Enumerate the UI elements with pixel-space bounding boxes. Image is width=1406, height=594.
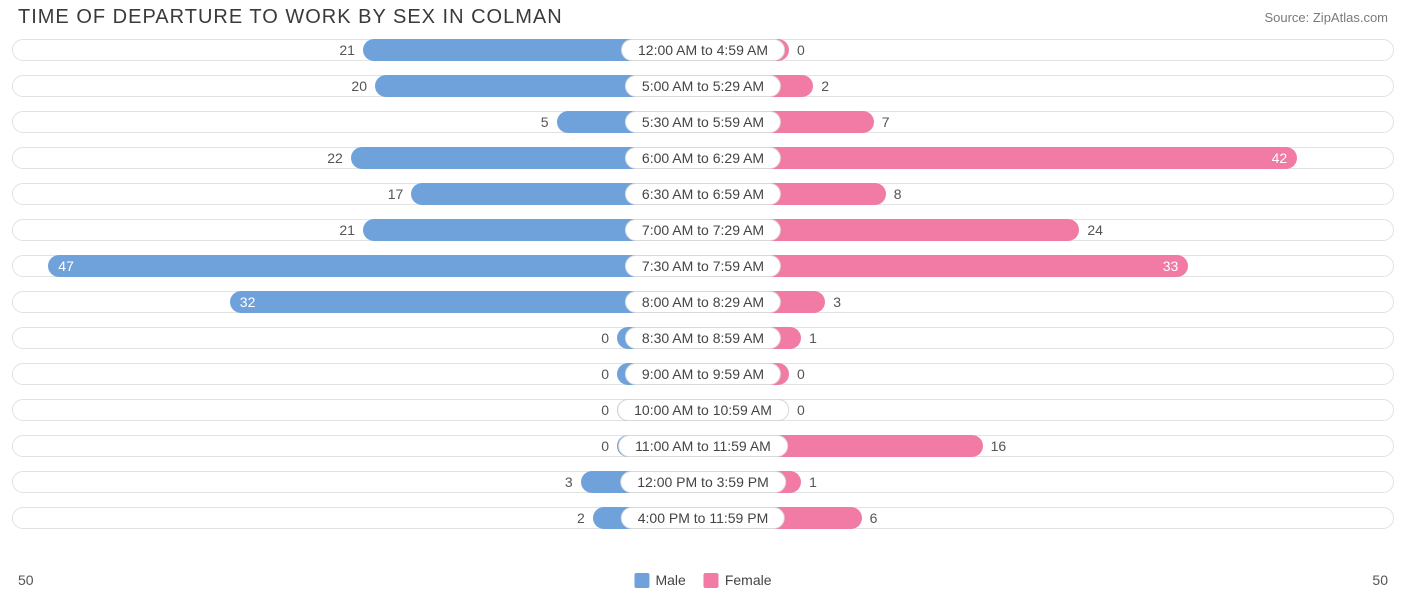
chart-row: 5:00 AM to 5:29 AM 20 2 [12, 69, 1394, 103]
chart-row: 8:00 AM to 8:29 AM 32 3 [12, 285, 1394, 319]
legend-swatch [704, 573, 719, 588]
male-value: 2 [577, 507, 585, 529]
male-bar [48, 255, 703, 277]
row-category-label: 9:00 AM to 9:59 AM [625, 363, 781, 385]
male-value: 0 [601, 327, 609, 349]
legend-swatch [634, 573, 649, 588]
chart-row: 8:30 AM to 8:59 AM 0 1 [12, 321, 1394, 355]
chart-row: 10:00 AM to 10:59 AM 0 0 [12, 393, 1394, 427]
row-category-label: 7:30 AM to 7:59 AM [625, 255, 781, 277]
chart-row: 12:00 AM to 4:59 AM 21 0 [12, 33, 1394, 67]
row-category-label: 8:00 AM to 8:29 AM [625, 291, 781, 313]
chart-row: 7:00 AM to 7:29 AM 21 24 [12, 213, 1394, 247]
row-category-label: 6:30 AM to 6:59 AM [625, 183, 781, 205]
row-category-label: 8:30 AM to 8:59 AM [625, 327, 781, 349]
chart-row: 12:00 PM to 3:59 PM 3 1 [12, 465, 1394, 499]
female-value: 1 [809, 327, 817, 349]
row-category-label: 11:00 AM to 11:59 AM [618, 435, 788, 457]
legend-item: Female [704, 572, 772, 588]
male-value: 3 [565, 471, 573, 493]
axis-left-max: 50 [18, 572, 34, 588]
female-bar [703, 147, 1297, 169]
female-value: 6 [870, 507, 878, 529]
row-category-label: 5:00 AM to 5:29 AM [625, 75, 781, 97]
chart-header: TIME OF DEPARTURE TO WORK BY SEX IN COLM… [0, 0, 1406, 31]
male-value: 17 [388, 183, 404, 205]
legend-item: Male [634, 572, 685, 588]
chart-row: 7:30 AM to 7:59 AM 47 33 [12, 249, 1394, 283]
male-value: 21 [339, 219, 355, 241]
chart-title: TIME OF DEPARTURE TO WORK BY SEX IN COLM… [18, 6, 563, 29]
row-category-label: 4:00 PM to 11:59 PM [621, 507, 785, 529]
legend: Male Female [634, 572, 771, 588]
row-category-label: 6:00 AM to 6:29 AM [625, 147, 781, 169]
chart-row: 9:00 AM to 9:59 AM 0 0 [12, 357, 1394, 391]
female-value: 33 [1163, 255, 1179, 277]
chart-row: 4:00 PM to 11:59 PM 2 6 [12, 501, 1394, 535]
chart-source: Source: ZipAtlas.com [1264, 10, 1388, 25]
female-value: 16 [991, 435, 1007, 457]
female-value: 7 [882, 111, 890, 133]
row-category-label: 12:00 AM to 4:59 AM [621, 39, 785, 61]
legend-label: Male [655, 572, 685, 588]
axis-right-max: 50 [1372, 572, 1388, 588]
male-value: 5 [541, 111, 549, 133]
chart-footer: 50 Male Female 50 [0, 572, 1406, 588]
chart-row: 11:00 AM to 11:59 AM 0 16 [12, 429, 1394, 463]
female-value: 24 [1087, 219, 1103, 241]
chart-row: 6:30 AM to 6:59 AM 17 8 [12, 177, 1394, 211]
female-value: 42 [1272, 147, 1288, 169]
male-value: 22 [327, 147, 343, 169]
male-value: 0 [601, 363, 609, 385]
male-value: 47 [58, 255, 74, 277]
chart-row: 5:30 AM to 5:59 AM 5 7 [12, 105, 1394, 139]
male-value: 0 [601, 399, 609, 421]
female-value: 0 [797, 363, 805, 385]
female-value: 2 [821, 75, 829, 97]
row-category-label: 7:00 AM to 7:29 AM [625, 219, 781, 241]
female-value: 0 [797, 39, 805, 61]
chart-body: 12:00 AM to 4:59 AM2105:00 AM to 5:29 AM… [0, 31, 1406, 535]
male-value: 0 [601, 435, 609, 457]
female-value: 0 [797, 399, 805, 421]
female-value: 3 [833, 291, 841, 313]
row-category-label: 10:00 AM to 10:59 AM [617, 399, 789, 421]
female-value: 1 [809, 471, 817, 493]
female-value: 8 [894, 183, 902, 205]
row-category-label: 5:30 AM to 5:59 AM [625, 111, 781, 133]
male-value: 20 [351, 75, 367, 97]
legend-label: Female [725, 572, 772, 588]
row-category-label: 12:00 PM to 3:59 PM [620, 471, 786, 493]
male-value: 21 [339, 39, 355, 61]
male-value: 32 [240, 291, 256, 313]
chart-row: 6:00 AM to 6:29 AM 22 42 [12, 141, 1394, 175]
